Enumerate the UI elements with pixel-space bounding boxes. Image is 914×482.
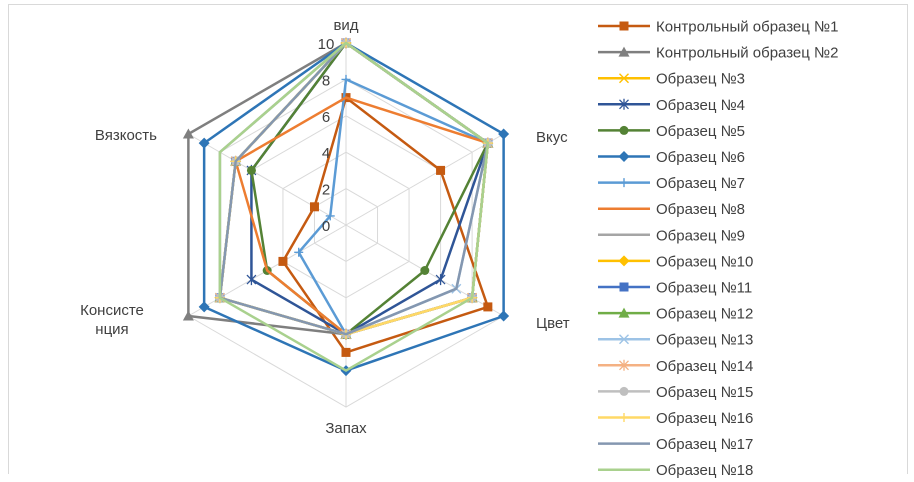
category-label: Вкус [536, 129, 568, 146]
series-marker [618, 255, 630, 267]
series-marker [420, 266, 430, 275]
series-marker [341, 347, 351, 357]
series-marker [619, 73, 629, 84]
legend-label: Образец №3 [656, 71, 745, 88]
series-marker [619, 386, 629, 396]
legend: Контрольный образец №1 Контрольный образе… [598, 19, 838, 479]
legend-label: Образец №11 [656, 280, 752, 297]
category-label: Цвет [536, 315, 570, 332]
legend-item: Образец №10 [598, 253, 753, 270]
legend-item: Образец №9 [598, 227, 745, 244]
series-marker [618, 46, 630, 57]
legend-label: Образец №13 [656, 332, 753, 349]
legend-item: Образец №18 [598, 462, 753, 479]
legend-label: Образец №12 [656, 306, 753, 323]
legend-label: Образец №17 [656, 436, 753, 453]
legend-label: Контрольный образец №2 [656, 45, 838, 62]
legend-label: Образец №8 [656, 201, 745, 218]
category-label: Консисте нция [80, 302, 144, 338]
series-marker [619, 21, 629, 31]
series-marker [619, 359, 629, 371]
series-marker [294, 247, 304, 257]
tick-label: 10 [318, 36, 335, 53]
legend-item: Образец №12 [598, 306, 753, 323]
series-6 [198, 37, 510, 377]
series-marker [619, 125, 629, 135]
tick-labels: 0 2 4 6 8 10 [318, 36, 335, 235]
series-marker [619, 98, 629, 110]
legend-item: Образец №11 [598, 280, 752, 297]
grid-spoke [188, 133, 347, 226]
legend-label: Образец №14 [656, 358, 753, 375]
tick-label: 8 [322, 72, 330, 89]
chart-frame [8, 4, 908, 474]
legend-label: Образец №10 [656, 253, 753, 270]
series-marker [182, 310, 194, 321]
series-marker [435, 274, 446, 286]
legend-item: Образец №3 [598, 71, 745, 88]
series-line [218, 41, 490, 372]
legend-item: Образец №13 [598, 332, 753, 349]
series-marker [498, 310, 510, 322]
series-marker [309, 202, 319, 212]
series-marker [619, 334, 629, 345]
series-marker [619, 178, 629, 188]
legend-item: Образец №7 [598, 175, 745, 192]
legend-item: Контрольный образец №1 [598, 19, 838, 36]
series-marker [618, 151, 630, 162]
series-marker [483, 302, 493, 312]
series-marker [182, 128, 194, 139]
category-label: Запах [325, 420, 367, 437]
category-label: Вязкость [95, 127, 157, 144]
legend-label: Контрольный образец №1 [656, 19, 838, 36]
tick-label: 6 [322, 109, 330, 126]
series-18 [218, 41, 490, 372]
legend-item: Образец №16 [598, 410, 753, 427]
legend-item: Образец №4 [598, 97, 745, 114]
legend-item: Образец №6 [598, 149, 745, 166]
series-marker [198, 301, 210, 313]
series-marker [619, 282, 629, 292]
series-marker [198, 137, 210, 149]
tick-label: 0 [322, 218, 330, 235]
legend-label: Образец №5 [656, 123, 745, 140]
series-marker [325, 211, 335, 221]
category-labels: вид Вкус Цвет Запах Консисте нция Вязкость [80, 17, 570, 437]
legend-item: Образец №17 [598, 436, 753, 453]
legend-item: Образец №8 [598, 201, 745, 218]
legend-label: Образец №9 [656, 227, 745, 244]
legend-label: Образец №15 [656, 384, 753, 401]
legend-label: Образец №4 [656, 97, 745, 114]
series-marker [498, 128, 510, 140]
tick-label: 4 [322, 145, 330, 162]
series-layer [182, 37, 510, 377]
series-marker [619, 413, 629, 422]
legend-label: Образец №16 [656, 410, 753, 427]
category-label: вид [333, 17, 358, 34]
tick-label: 2 [322, 182, 330, 199]
legend-item: Образец №14 [598, 358, 753, 375]
legend-label: Образец №18 [656, 462, 753, 479]
legend-item: Контрольный образец №2 [598, 45, 838, 62]
series-marker [278, 256, 288, 266]
series-marker [246, 274, 257, 286]
legend-label: Образец №7 [656, 175, 745, 192]
series-marker [246, 165, 256, 175]
grid-spoke [345, 133, 504, 226]
legend-label: Образец №6 [656, 149, 745, 166]
series-marker [618, 307, 630, 318]
series-marker [436, 165, 446, 175]
legend-item: Образец №5 [598, 123, 745, 140]
series-marker [341, 74, 351, 84]
legend-item: Образец №15 [598, 384, 753, 401]
